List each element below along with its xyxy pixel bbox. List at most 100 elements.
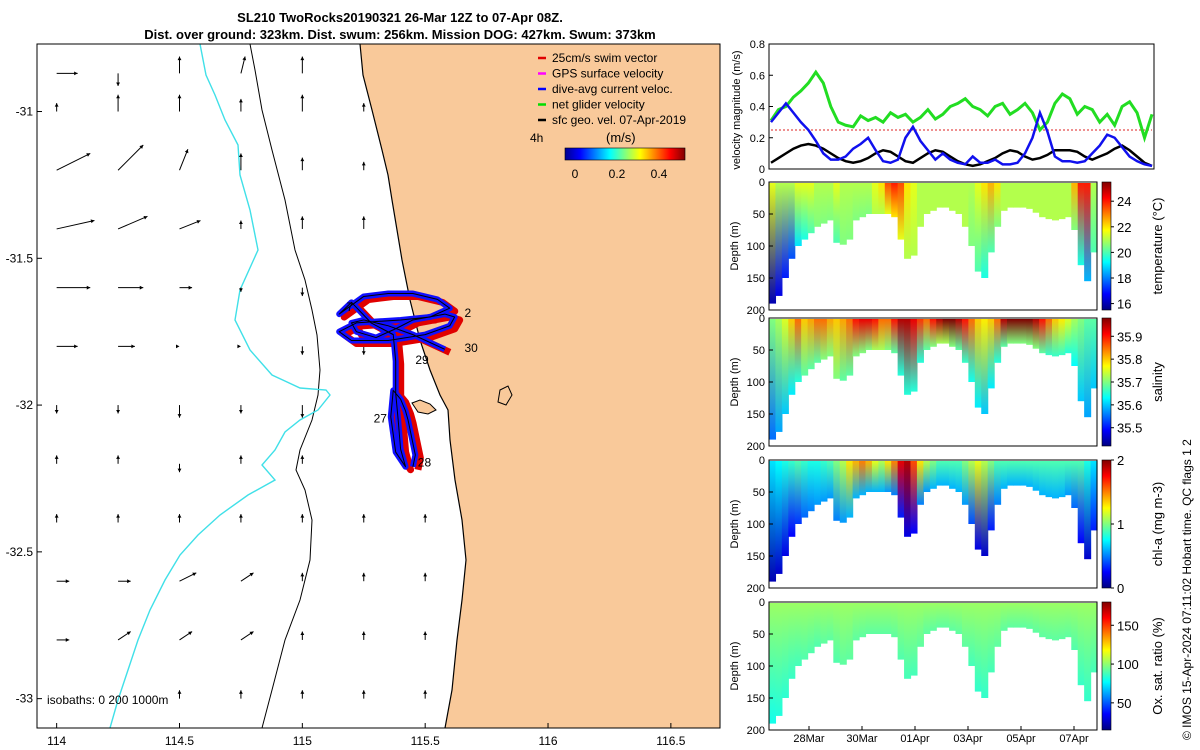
section-column (1051, 319, 1060, 357)
geo-velocity-arrow (238, 455, 243, 464)
section-column (974, 319, 982, 408)
depth-tick-label: 100 (747, 661, 765, 673)
section-column (769, 183, 777, 304)
section-column (1039, 319, 1047, 354)
section-column (878, 183, 886, 214)
geo-velocity-arrow (361, 103, 366, 112)
depth-tick-label: 0 (759, 177, 765, 189)
depth-axis-label: Depth (m) (729, 222, 741, 271)
section-column (1064, 461, 1072, 496)
geo-velocity-arrow (118, 285, 144, 290)
section-column (910, 461, 918, 534)
section-column (1045, 603, 1053, 640)
section-column (910, 603, 918, 676)
section-column (949, 461, 957, 489)
section-column (949, 603, 957, 631)
section-column (775, 319, 783, 432)
svg-text:dive-avg current veloc.: dive-avg current veloc. (552, 82, 673, 96)
map-y-tick-label: -33 (16, 692, 34, 706)
geo-velocity-arrow (179, 285, 193, 290)
colorbar-unit-label: (m/s) (606, 130, 636, 145)
section-column (820, 603, 828, 644)
geo-velocity-arrow (116, 514, 120, 523)
section-column (987, 319, 995, 389)
section-column (871, 183, 879, 214)
geo-velocity-arrow (423, 631, 428, 640)
colorbar-tick-label: 0.2 (609, 167, 626, 181)
geo-velocity-arrow (240, 572, 254, 582)
legend-entry: GPS surface velocity (538, 67, 663, 81)
colorbar-tick-label: 0.4 (651, 167, 668, 181)
section-column (955, 183, 963, 214)
colorbar-tick-label: 100 (1117, 657, 1139, 672)
section-column (1013, 183, 1021, 208)
depth-tick-label: 200 (747, 305, 765, 317)
legend-entry: sfc geo. vel. 07-Apr-2019 (538, 113, 686, 127)
section-column (1064, 183, 1072, 218)
section-column (1019, 461, 1027, 486)
section-column (884, 603, 892, 634)
section-column (904, 319, 912, 395)
section-column (769, 603, 777, 724)
geo-velocity-arrow (300, 631, 305, 640)
velocity-y-tick-label: 0.6 (750, 70, 765, 82)
section-column (852, 461, 860, 499)
geo-velocity-arrow (56, 344, 78, 349)
section-column (961, 319, 969, 363)
depth-tick-label: 150 (747, 551, 765, 563)
geo-velocity-arrow (361, 161, 366, 171)
colorbar-tick-label: 1 (1117, 517, 1124, 532)
geo-velocity-arrow (117, 631, 131, 641)
depth-tick-label: 0 (759, 597, 765, 609)
depth-axis-label: Depth (m) (729, 500, 741, 549)
section-column (839, 319, 847, 381)
section-column (987, 461, 995, 531)
section-column (1019, 603, 1027, 628)
section-column (1051, 603, 1060, 641)
section-column (807, 319, 815, 370)
geo-velocity-arrow (179, 572, 197, 582)
section-column (1051, 183, 1060, 221)
geo-velocity-arrow (423, 514, 428, 523)
section-column (961, 603, 969, 647)
section-column (1090, 461, 1098, 531)
geo-velocity-arrow (177, 94, 182, 112)
section-column (1000, 183, 1008, 211)
section-column (807, 603, 815, 654)
section-column (859, 461, 867, 496)
map-x-tick-label: 114.5 (165, 734, 194, 748)
section-column (814, 319, 822, 363)
colorbar-tick-label: 16 (1117, 297, 1131, 312)
section-column (1006, 183, 1014, 208)
colorbar-tick-label: 0 (1117, 581, 1124, 596)
section-column (794, 603, 802, 666)
section-column (1000, 603, 1008, 631)
section-column (801, 183, 809, 240)
geo-velocity-arrow (54, 514, 59, 523)
section-column (788, 319, 796, 395)
legend-entry: 25cm/s swim vector (538, 51, 657, 65)
section-column (769, 461, 777, 582)
depth-tick-label: 200 (747, 725, 765, 737)
section-column (994, 319, 1002, 363)
geo-velocity-arrow (56, 152, 91, 171)
geo-velocity-arrow (300, 157, 305, 171)
depth-tick-label: 100 (747, 377, 765, 389)
section-column (1045, 183, 1053, 220)
velocity-y-tick-label: 0.4 (750, 102, 765, 114)
geo-velocity-arrow (116, 94, 120, 112)
section-column (1000, 461, 1008, 489)
day-label: 30 (464, 341, 478, 355)
section-column (936, 183, 944, 208)
section-column (865, 319, 873, 350)
section-column (1026, 183, 1034, 209)
section-column (1064, 603, 1072, 638)
section-column (1045, 461, 1053, 498)
section-column (916, 461, 924, 505)
section-column (865, 603, 873, 634)
geo-velocity-arrow (300, 690, 305, 699)
section-column (801, 461, 809, 518)
geo-velocity-arrow (238, 514, 243, 523)
section-column (968, 319, 976, 382)
